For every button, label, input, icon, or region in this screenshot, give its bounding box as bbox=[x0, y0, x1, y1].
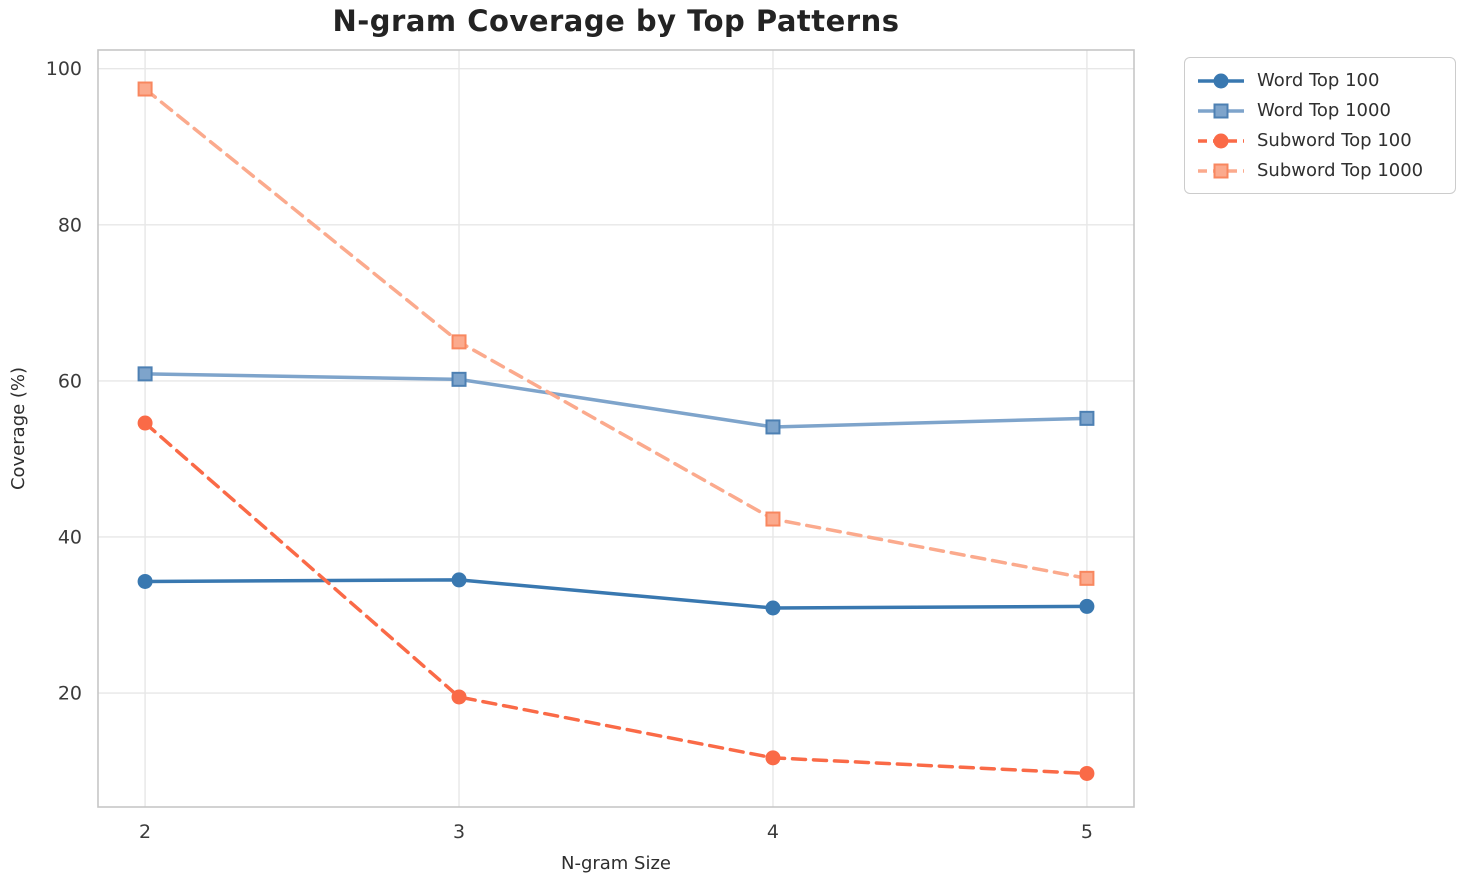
data-point-marker bbox=[1079, 598, 1095, 614]
data-point-marker bbox=[1079, 410, 1095, 426]
y-tick-label: 100 bbox=[46, 58, 82, 80]
legend-item: Word Top 100 bbox=[1197, 70, 1441, 91]
data-point-marker bbox=[1079, 765, 1095, 781]
y-axis-label: Coverage (%) bbox=[8, 367, 29, 490]
data-point-marker bbox=[137, 573, 153, 589]
legend-sample-subword-top-1000 bbox=[1198, 163, 1244, 178]
y-tick-label: 80 bbox=[58, 214, 82, 236]
legend-sample-word-top-100 bbox=[1198, 73, 1244, 88]
legend-sample-marker bbox=[1213, 73, 1229, 88]
series-line-2 bbox=[143, 421, 1089, 776]
data-point-marker bbox=[137, 366, 153, 382]
data-point-marker bbox=[765, 750, 781, 766]
legend-label-word-top-1000: Word Top 1000 bbox=[1257, 100, 1391, 121]
y-tick-label: 60 bbox=[58, 370, 82, 392]
data-point-marker bbox=[765, 419, 781, 435]
data-point-marker bbox=[451, 334, 467, 350]
axes-spines bbox=[97, 49, 1135, 808]
legend-sample-marker bbox=[1213, 163, 1229, 178]
legend-sample-word-top-1000 bbox=[1198, 103, 1244, 118]
data-point-marker bbox=[137, 81, 153, 97]
legend: Word Top 100 Word Top 1000 Subword Top 1… bbox=[1184, 57, 1456, 194]
legend-item: Subword Top 1000 bbox=[1197, 160, 1441, 181]
legend-sample-subword-top-100 bbox=[1198, 133, 1244, 148]
legend-sample-marker bbox=[1213, 103, 1229, 118]
x-tick-label: 2 bbox=[139, 821, 151, 843]
data-point-marker bbox=[765, 600, 781, 616]
y-tick-label: 40 bbox=[58, 526, 82, 548]
x-tick-label: 4 bbox=[767, 821, 779, 843]
x-tick-label: 5 bbox=[1081, 821, 1093, 843]
series-line-1 bbox=[143, 372, 1089, 429]
chart-title: N-gram Coverage by Top Patterns bbox=[332, 4, 900, 38]
data-point-marker bbox=[765, 511, 781, 527]
x-tick-label: 3 bbox=[453, 821, 465, 843]
series-line-0 bbox=[143, 578, 1089, 610]
legend-label-subword-top-100: Subword Top 100 bbox=[1257, 130, 1412, 151]
data-point-marker bbox=[137, 415, 153, 431]
legend-label-word-top-100: Word Top 100 bbox=[1257, 70, 1380, 91]
legend-sample-marker bbox=[1213, 133, 1229, 148]
data-point-marker bbox=[451, 371, 467, 387]
legend-label-subword-top-1000: Subword Top 1000 bbox=[1257, 160, 1424, 181]
y-tick-label: 20 bbox=[58, 683, 82, 705]
x-axis-label: N-gram Size bbox=[561, 853, 671, 874]
legend-item: Subword Top 100 bbox=[1197, 130, 1441, 151]
data-point-marker bbox=[1079, 570, 1095, 586]
data-point-marker bbox=[451, 689, 467, 705]
data-point-marker bbox=[451, 572, 467, 588]
series-line-3 bbox=[143, 87, 1089, 581]
legend-item: Word Top 1000 bbox=[1197, 100, 1441, 121]
